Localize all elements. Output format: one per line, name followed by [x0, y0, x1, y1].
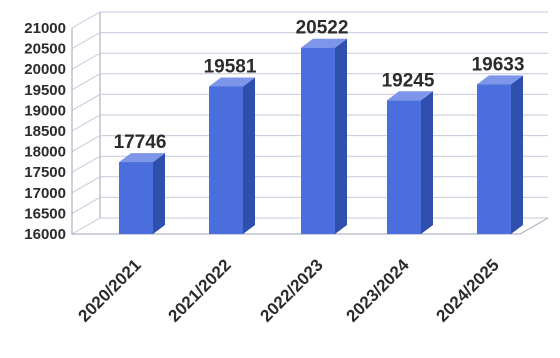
bar [477, 75, 523, 234]
y-tick-label: 19500 [24, 82, 66, 99]
bar-side [243, 77, 255, 234]
bar-top [387, 91, 433, 101]
data-label: 19633 [472, 54, 525, 75]
y-axis: 16000 16500 17000 17500 18000 18500 19000 19500… [24, 20, 66, 243]
gridline [71, 32, 548, 50]
bar-top [301, 38, 347, 48]
y-tick-label: 20500 [24, 41, 66, 58]
y-tick-label: 21000 [24, 20, 66, 37]
bar-side [511, 75, 523, 234]
data-label: 17746 [114, 132, 167, 153]
bar-front [477, 84, 511, 234]
y-tick-label: 18000 [24, 144, 66, 161]
x-tick-label: 2024/2025 [433, 255, 503, 325]
bar-side [421, 91, 433, 234]
bars [119, 38, 523, 234]
bar [209, 77, 255, 234]
x-tick-label: 2021/2022 [165, 255, 235, 325]
y-tick-label: 16500 [24, 205, 66, 222]
x-tick-label: 2023/2024 [343, 255, 414, 326]
bar-top [477, 75, 523, 85]
y-tick-label: 19000 [24, 102, 66, 119]
x-axis: 2020/2021 2021/2022 2022/2023 2023/2024 2024… [75, 255, 503, 326]
bar-side [153, 153, 165, 234]
bar-front [301, 47, 335, 234]
bar [387, 91, 433, 234]
floor-edge [71, 28, 549, 235]
y-tick-label: 17000 [24, 185, 66, 202]
y-tick-label: 18500 [24, 123, 66, 140]
data-label: 20522 [296, 18, 349, 39]
gridline [71, 73, 548, 91]
bar-front [119, 162, 153, 234]
bar [301, 38, 347, 234]
bar [119, 153, 165, 234]
bar-side [335, 38, 347, 234]
gridline [71, 52, 548, 70]
bar-top [119, 153, 165, 163]
bar-front [387, 100, 421, 234]
gridline [71, 11, 548, 29]
x-tick-label: 2020/2021 [75, 255, 145, 325]
y-tick-label: 16000 [24, 226, 66, 243]
data-label: 19581 [204, 56, 257, 77]
y-tick-label: 17500 [24, 164, 66, 181]
bar-top [209, 77, 255, 87]
data-labels: 17746 19581 20522 19245 19633 [114, 18, 525, 153]
bar-front [209, 86, 243, 234]
y-tick-label: 20000 [24, 61, 66, 78]
gridlines [71, 11, 549, 235]
data-label: 19245 [382, 70, 435, 91]
x-tick-label: 2022/2023 [257, 255, 327, 325]
